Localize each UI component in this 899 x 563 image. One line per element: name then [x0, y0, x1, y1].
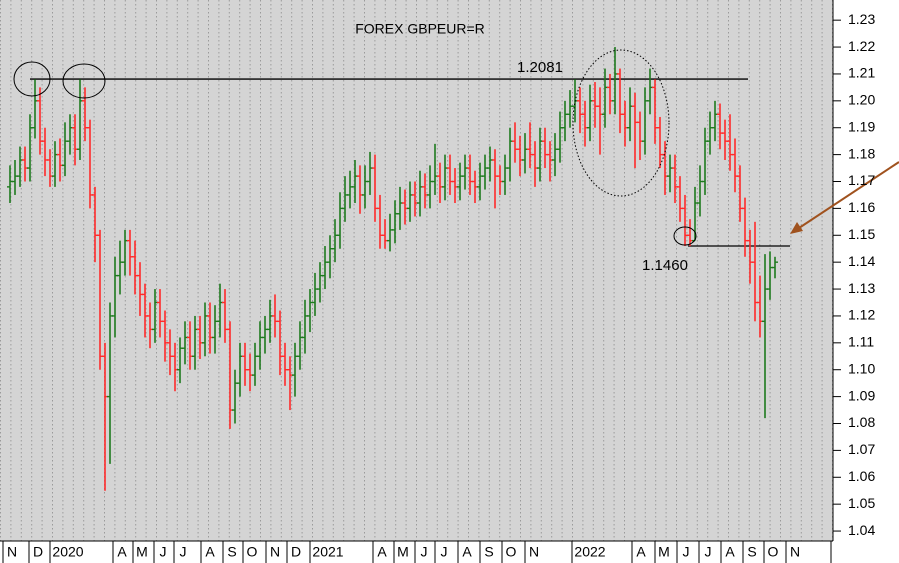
x-tick-label: J [683, 544, 690, 560]
y-tick-label: 1.09 [848, 387, 875, 403]
y-tick-label: 1.21 [848, 65, 875, 81]
y-tick-label: 1.12 [848, 307, 875, 323]
x-tick-label: N [270, 544, 280, 560]
arrow-head [790, 222, 803, 234]
y-tick-label: 1.08 [848, 414, 875, 430]
x-tick-label: 2022 [574, 544, 605, 560]
x-tick-label: S [484, 544, 493, 560]
y-tick-label: 1.19 [848, 118, 875, 134]
level-label: 1.1460 [642, 257, 688, 274]
y-tick-label: 1.14 [848, 253, 875, 269]
highlight-circle [62, 63, 106, 99]
y-tick-label: 1.17 [848, 172, 875, 188]
chart-title: FOREX GBPEUR=R [355, 21, 485, 37]
x-tick-label: J [705, 544, 712, 560]
y-tick-label: 1.05 [848, 495, 875, 511]
x-tick-label: 2021 [312, 544, 343, 560]
level-label: 1.2081 [517, 59, 563, 76]
x-tick-label: J [160, 544, 167, 560]
y-tick-label: 1.11 [848, 334, 874, 350]
x-tick-label: J [180, 544, 187, 560]
x-tick-label: M [658, 544, 670, 560]
x-tick-label: N [790, 544, 800, 560]
x-tick-label: O [768, 544, 779, 560]
y-tick-label: 1.15 [848, 226, 875, 242]
x-tick-label: S [227, 544, 236, 560]
x-tick-label: A [377, 544, 387, 560]
x-tick-label: N [529, 544, 539, 560]
x-tick-label: D [33, 544, 43, 560]
highlight-ellipse [572, 49, 670, 197]
x-tick-label: A [462, 544, 472, 560]
highlight-circle [673, 226, 697, 246]
y-tick-label: 1.06 [848, 468, 875, 484]
x-tick-label: O [506, 544, 517, 560]
y-tick-label: 1.20 [848, 92, 875, 108]
y-tick-label: 1.04 [848, 522, 875, 538]
x-tick-label: A [117, 544, 127, 560]
y-tick-label: 1.23 [848, 11, 875, 27]
arrow [795, 161, 899, 231]
y-tick-label: 1.07 [848, 441, 875, 457]
x-tick-label: A [205, 544, 215, 560]
x-tick-label: O [247, 544, 258, 560]
x-tick-label: M [136, 544, 148, 560]
x-tick-label: N [7, 544, 17, 560]
x-tick-label: 2020 [52, 544, 83, 560]
y-tick-label: 1.16 [848, 199, 875, 215]
y-tick-label: 1.10 [848, 360, 875, 376]
x-tick-label: J [421, 544, 428, 560]
x-tick-label: S [747, 544, 756, 560]
x-tick-label: J [441, 544, 448, 560]
x-tick-label: A [725, 544, 735, 560]
x-tick-label: A [636, 544, 646, 560]
marks [7, 47, 790, 491]
x-tick-label: M [397, 544, 409, 560]
y-tick-label: 1.18 [848, 145, 875, 161]
y-tick-label: 1.13 [848, 280, 875, 296]
y-tick-label: 1.22 [848, 38, 875, 54]
grid-pattern [0, 0, 833, 541]
highlight-circle [13, 61, 51, 97]
x-tick-label: D [291, 544, 301, 560]
